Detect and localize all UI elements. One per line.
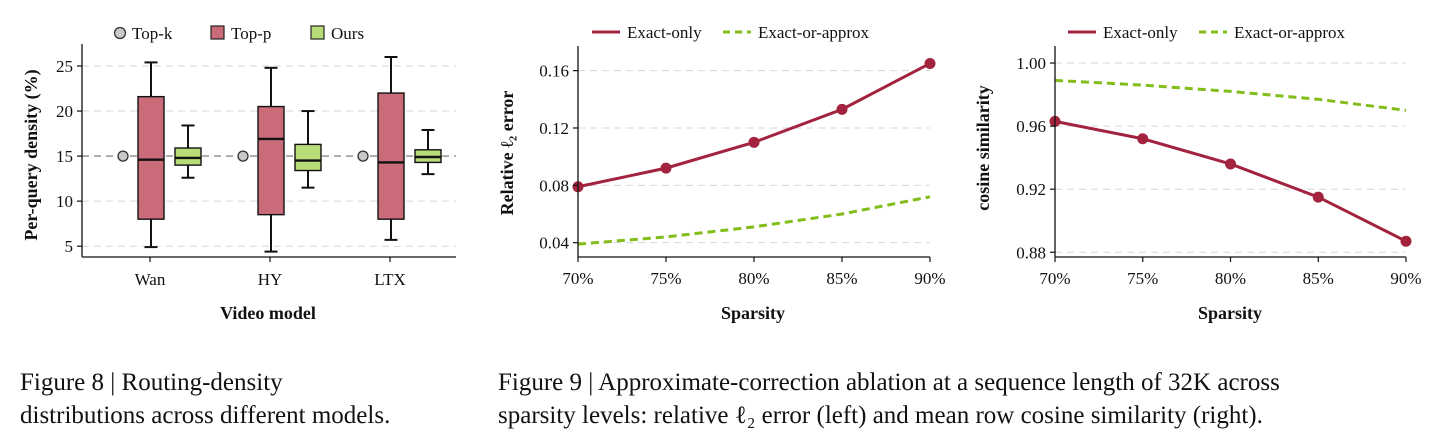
x-tick-label: 70% — [562, 269, 593, 288]
top-k-point — [237, 150, 249, 162]
legend-ours-swatch — [310, 25, 325, 40]
exact-only-point — [836, 103, 848, 115]
figure9-cosine-chart: 0.88 0.92 0.96 1.00 70% 75% 80% 85% 90% Exact-on… — [973, 23, 1422, 323]
fig9b-xlabel: Sparsity — [1198, 303, 1262, 323]
figure8-boxplot: 5 10 15 20 25 Wan HY LTX Top-k Top-p Ours Video… — [21, 24, 456, 323]
legend-top-k-marker — [113, 26, 127, 40]
fig9b-grid — [1055, 62, 1406, 253]
exact-only-point — [924, 57, 936, 69]
legend-top-p-label: Top-p — [231, 24, 271, 43]
fig9a-ylabel: Relative ℓ₂ error — [497, 91, 517, 216]
legend-ours-label: Ours — [331, 24, 364, 43]
legend-exact-only-label: Exact-only — [627, 23, 702, 42]
y-tick-label: 1.00 — [1016, 54, 1046, 73]
y-tick-label: 10 — [56, 192, 73, 211]
exact-only-point — [1225, 158, 1236, 170]
figure8-caption: Figure 8 | Routing-density distributions… — [20, 366, 390, 432]
fig8-axes: 5 10 15 20 25 Wan HY LTX — [56, 44, 456, 289]
y-tick-label: 0.92 — [1016, 180, 1046, 199]
fig9a-series — [572, 57, 936, 246]
box-iqr — [257, 105, 285, 216]
x-tick-label: HY — [258, 270, 283, 289]
top-p-box — [377, 56, 405, 241]
fig9a-axes: 0.04 0.08 0.12 0.16 70% 75% 80% 85% 90% — [539, 46, 946, 288]
y-tick-label: 20 — [56, 102, 73, 121]
fig9a-legend: Exact-only Exact-or-approx — [592, 23, 870, 42]
figure9-caption: Figure 9 | Approximate-correction ablati… — [498, 366, 1280, 432]
y-tick-label: 0.96 — [1016, 117, 1046, 136]
top-k-point — [117, 150, 129, 162]
y-tick-label: 25 — [56, 57, 73, 76]
series-exact-or-approx — [577, 195, 931, 246]
figure8-caption-line1: Figure 8 | Routing-density — [20, 369, 283, 396]
figure8-caption-line2: distributions across different models. — [20, 402, 391, 429]
top-p-box — [257, 66, 285, 253]
x-tick-label: 75% — [1127, 269, 1158, 288]
fig9b-ylabel-text: cosine similarity — [973, 85, 993, 210]
box-iqr — [174, 147, 202, 166]
x-tick-label: Wan — [135, 270, 166, 289]
x-tick-label: 85% — [826, 269, 857, 288]
box-iqr — [137, 95, 165, 220]
y-tick-label: 0.12 — [539, 119, 569, 138]
box-iqr — [377, 92, 405, 220]
fig9b-series — [1049, 78, 1412, 247]
y-tick-label: 0.16 — [539, 62, 569, 81]
x-tick-label: 90% — [914, 269, 945, 288]
exact-only-point — [1312, 191, 1324, 203]
x-tick-label: 90% — [1390, 269, 1421, 288]
x-tick-label: 75% — [650, 269, 681, 288]
x-tick-label: 80% — [738, 269, 769, 288]
series-exact-only — [577, 62, 931, 189]
fig9b-axes: 0.88 0.92 0.96 1.00 70% 75% 80% 85% 90% — [1016, 46, 1422, 288]
series-exact-only — [1054, 119, 1407, 243]
fig8-boxes — [117, 56, 442, 253]
y-tick-label: 15 — [56, 147, 73, 166]
figure9-error-chart: 0.04 0.08 0.12 0.16 70% 75% 80% 85% 90% Exact-on… — [497, 23, 946, 323]
legend-exact-or-approx-label: Exact-or-approx — [758, 23, 870, 42]
y-tick-label: 5 — [65, 237, 74, 256]
ours-box — [174, 124, 202, 179]
x-tick-label: 70% — [1039, 269, 1070, 288]
top-p-box — [137, 61, 165, 249]
x-tick-label: 80% — [1215, 269, 1246, 288]
legend-exact-only-label: Exact-only — [1103, 23, 1178, 42]
fig9a-xlabel: Sparsity — [721, 303, 785, 323]
exact-only-point — [748, 136, 760, 148]
exact-only-point — [1400, 235, 1412, 247]
fig8-ylabel: Per-query density (%) — [21, 69, 42, 240]
fig9a-grid — [578, 70, 930, 244]
figure9-caption-line1: Figure 9 | Approximate-correction ablati… — [498, 369, 1280, 396]
x-tick-label: 85% — [1303, 269, 1334, 288]
ours-box — [414, 128, 442, 176]
y-tick-label: 0.88 — [1016, 243, 1046, 262]
fig9b-legend: Exact-only Exact-or-approx — [1068, 23, 1346, 42]
y-tick-label: 0.04 — [539, 234, 569, 253]
legend-exact-or-approx-label: Exact-or-approx — [1234, 23, 1346, 42]
box-iqr — [294, 143, 322, 172]
fig8-legend: Top-k Top-p Ours — [113, 24, 364, 43]
series-exact-or-approx — [1054, 78, 1407, 112]
legend-top-k-label: Top-k — [132, 24, 173, 43]
ours-box — [294, 110, 322, 189]
figure9-caption-line2: sparsity levels: relative ℓ₂ error (left… — [498, 402, 1263, 429]
exact-only-point — [1137, 133, 1149, 145]
top-k-point — [357, 150, 369, 162]
fig8-xlabel: Video model — [220, 303, 316, 323]
exact-only-point — [660, 162, 672, 174]
x-tick-label: LTX — [374, 270, 406, 289]
legend-top-p-swatch — [210, 25, 225, 40]
y-tick-label: 0.08 — [539, 176, 569, 195]
